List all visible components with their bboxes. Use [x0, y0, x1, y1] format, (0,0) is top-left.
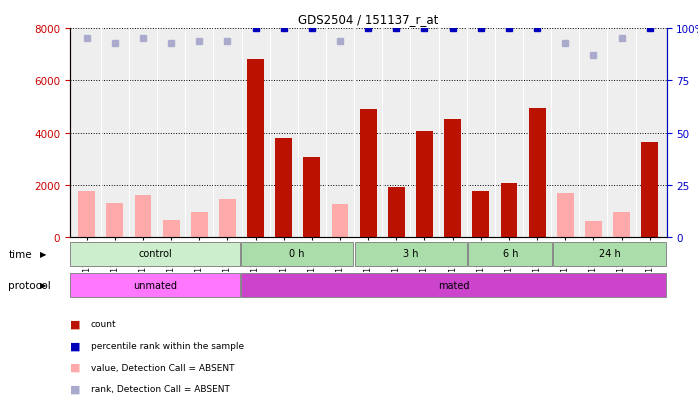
Bar: [500, 184, 517, 237]
Text: mated: mated: [438, 280, 469, 290]
Bar: [585, 222, 602, 237]
Bar: [247, 60, 264, 237]
Bar: [388, 188, 405, 237]
Text: protocol: protocol: [8, 280, 51, 290]
Text: unmated: unmated: [133, 280, 177, 290]
Bar: [241, 273, 666, 298]
Text: 6 h: 6 h: [503, 249, 518, 259]
Text: ▶: ▶: [40, 280, 46, 290]
Bar: [106, 204, 124, 237]
Text: value, Detection Call = ABSENT: value, Detection Call = ABSENT: [91, 363, 235, 372]
Bar: [332, 205, 348, 237]
Bar: [355, 242, 467, 267]
Title: GDS2504 / 151137_r_at: GDS2504 / 151137_r_at: [298, 13, 438, 26]
Bar: [163, 221, 179, 237]
Bar: [135, 196, 151, 237]
Text: 3 h: 3 h: [403, 249, 419, 259]
Text: ■: ■: [70, 319, 80, 329]
Bar: [275, 138, 292, 237]
Text: percentile rank within the sample: percentile rank within the sample: [91, 341, 244, 350]
Bar: [304, 158, 320, 237]
Text: 0 h: 0 h: [290, 249, 305, 259]
Bar: [468, 242, 552, 267]
Text: ▶: ▶: [40, 249, 46, 259]
Bar: [473, 192, 489, 237]
Bar: [241, 242, 353, 267]
Bar: [359, 110, 377, 237]
Text: rank, Detection Call = ABSENT: rank, Detection Call = ABSENT: [91, 384, 230, 393]
Bar: [70, 242, 239, 267]
Bar: [70, 273, 239, 298]
Bar: [444, 120, 461, 237]
Text: time: time: [8, 249, 32, 259]
Bar: [557, 193, 574, 237]
Bar: [219, 199, 236, 237]
Bar: [554, 242, 666, 267]
Bar: [528, 109, 546, 237]
Bar: [416, 132, 433, 237]
Bar: [613, 213, 630, 237]
Bar: [641, 142, 658, 237]
Text: control: control: [138, 249, 172, 259]
Text: count: count: [91, 320, 117, 329]
Text: ■: ■: [70, 384, 80, 394]
Text: ■: ■: [70, 341, 80, 351]
Text: 24 h: 24 h: [599, 249, 621, 259]
Bar: [191, 213, 208, 237]
Text: ■: ■: [70, 362, 80, 372]
Bar: [78, 192, 95, 237]
